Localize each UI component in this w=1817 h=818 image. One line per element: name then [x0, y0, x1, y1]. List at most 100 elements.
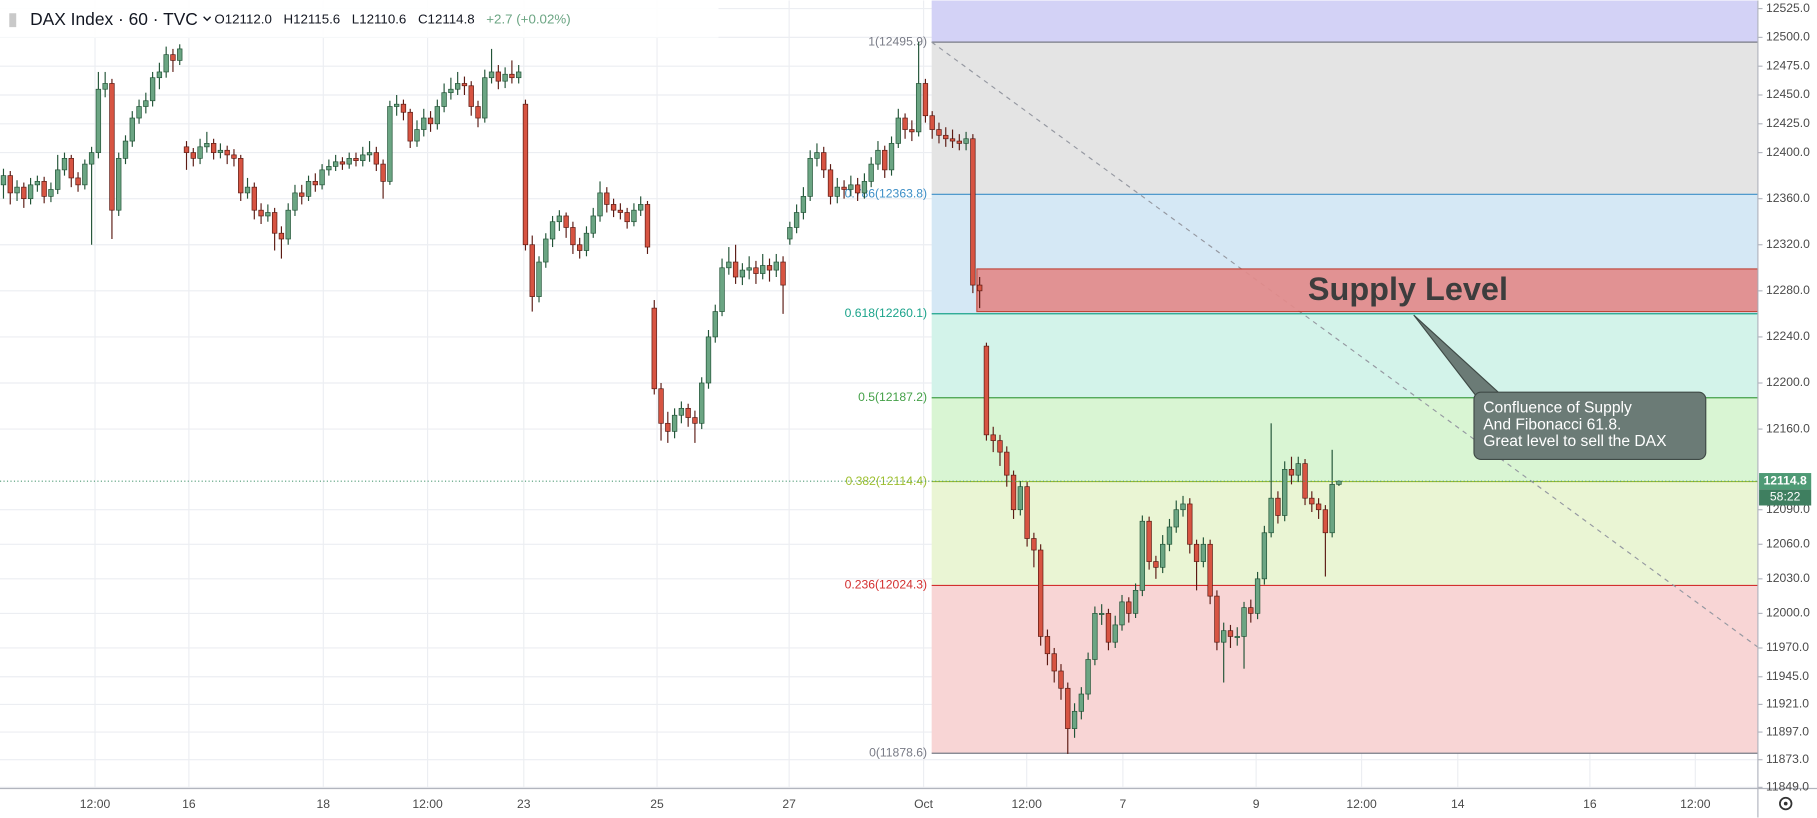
candle-body — [570, 227, 576, 246]
ohlc-stat: C12114.8 — [418, 12, 475, 27]
candle-body — [55, 169, 61, 190]
x-tick-label: 12:00 — [1011, 797, 1042, 811]
candle-body — [922, 83, 929, 117]
candle-body — [1024, 486, 1030, 539]
candle-body — [1275, 497, 1281, 516]
candle-body — [665, 422, 671, 432]
candle-body — [319, 169, 325, 186]
candle-body — [1282, 469, 1288, 516]
candle-body — [1241, 607, 1247, 637]
y-tick-label: 12000.0 — [1766, 606, 1810, 620]
callout-text: Great level to sell the DAX — [1483, 433, 1667, 450]
candle-body — [353, 158, 359, 162]
candle-body — [1051, 653, 1057, 672]
y-tick-label: 12400.0 — [1766, 145, 1810, 159]
fib-level-label: 0.236(12024.3) — [845, 578, 927, 592]
fib-level-label: 0(11878.6) — [869, 745, 927, 759]
candle-body — [143, 100, 149, 107]
candle-body — [197, 146, 203, 159]
candle-body — [414, 129, 420, 142]
candle-body — [1180, 503, 1186, 511]
x-tick-label: 12:00 — [80, 797, 111, 811]
candle-body — [387, 106, 393, 182]
candle-layer — [0, 41, 1342, 754]
symbol-chevron[interactable] — [203, 16, 212, 22]
y-tick-label: 12320.0 — [1766, 237, 1810, 251]
candle-body — [671, 414, 678, 432]
time-axis-bg — [0, 788, 1817, 818]
candle-body — [231, 154, 237, 159]
last-price-label: 12114.8 — [1763, 473, 1807, 487]
candle-body — [1058, 670, 1064, 689]
supply-zone — [976, 268, 1759, 313]
candle-body — [48, 189, 54, 197]
candle-body — [773, 261, 779, 271]
candle-body — [434, 106, 440, 125]
callout-text: Confluence of Supply — [1483, 400, 1632, 417]
x-tick-label: 16 — [1583, 797, 1597, 811]
candle-body — [1160, 543, 1166, 568]
candle-body — [1329, 484, 1335, 534]
candle-body — [1302, 463, 1308, 499]
candle-body — [624, 212, 630, 223]
candle-body — [610, 204, 617, 211]
countdown-badge — [1759, 489, 1812, 506]
candle-body — [183, 146, 190, 153]
candle-body — [915, 83, 922, 133]
header: DAX Index · 60 · TVC O12112.0 H12115.6 L12… — [0, 0, 719, 38]
settings-icon[interactable] — [1779, 796, 1793, 811]
y-tick-label: 12240.0 — [1766, 329, 1810, 343]
candle-body — [278, 232, 285, 240]
candle-body — [543, 238, 549, 263]
candle-body — [177, 48, 183, 61]
candle-body — [726, 261, 732, 269]
candle-body — [604, 192, 610, 205]
symbol-title[interactable]: DAX Index · 60 · TVC — [30, 9, 198, 29]
y-tick-label: 12160.0 — [1766, 421, 1810, 435]
candle-body — [590, 215, 596, 234]
candle-body — [529, 244, 535, 297]
candle-body — [41, 181, 47, 197]
candle-body — [638, 204, 644, 211]
candle-body — [1037, 549, 1044, 637]
candle-body — [1112, 624, 1118, 643]
candle-body — [360, 154, 366, 162]
callout-text: And Fibonacci 61.8. — [1483, 416, 1621, 433]
candle-body — [1146, 520, 1152, 562]
candle-body — [34, 181, 41, 186]
candle-body — [746, 267, 752, 271]
x-tick-label: Oct — [914, 797, 934, 811]
fib-level-label: 0.618(12260.1) — [845, 306, 927, 320]
candle-body — [170, 54, 176, 61]
candle-body — [949, 138, 956, 142]
candle-body — [976, 284, 983, 292]
candle-body — [502, 73, 508, 82]
candle-body — [1309, 497, 1315, 505]
candle-body — [102, 83, 108, 90]
fib-band — [931, 42, 1758, 195]
y-tick-label: 12030.0 — [1766, 571, 1810, 585]
candle-body — [75, 177, 81, 186]
candle-body — [766, 265, 773, 271]
y-tick-label: 11945.0 — [1766, 669, 1809, 683]
candle-body — [448, 88, 454, 94]
candle-body — [1254, 578, 1261, 614]
candle-body — [875, 149, 881, 165]
candle-body — [21, 186, 27, 200]
candle-body — [888, 143, 895, 171]
candle-body — [1214, 595, 1220, 643]
candle-body — [841, 186, 847, 190]
candle-body — [956, 140, 962, 144]
candle-body — [712, 311, 718, 338]
y-tick-label: 12280.0 — [1766, 283, 1810, 297]
x-tick-label: 18 — [317, 797, 331, 811]
candle-body — [258, 209, 264, 217]
candle-body — [556, 215, 563, 223]
candle-body — [204, 143, 210, 148]
candle-body — [373, 152, 379, 165]
candle-body — [848, 184, 854, 190]
candle-body — [116, 158, 122, 211]
candle-body — [380, 163, 386, 182]
y-tick-label: 11897.0 — [1766, 724, 1809, 738]
